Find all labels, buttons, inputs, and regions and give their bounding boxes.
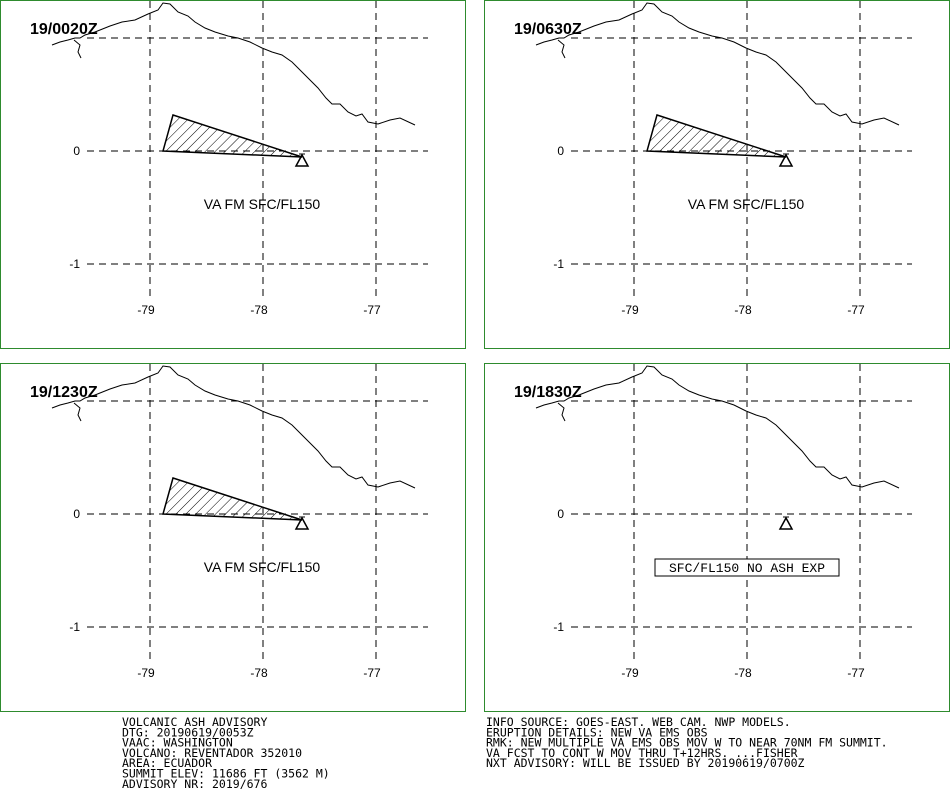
longitude-label: -79 <box>137 666 155 680</box>
longitude-label: -77 <box>847 303 865 317</box>
ash-area <box>162 477 303 521</box>
latitude-label: 0 <box>73 144 80 158</box>
advisory-line: ERUPTION DETAILS: NEW VA EMS OBS <box>486 725 708 739</box>
valid-time: 19/0630Z <box>514 21 582 38</box>
longitude-label: -77 <box>847 666 865 680</box>
valid-time: 19/1230Z <box>30 384 98 401</box>
longitude-label: -79 <box>621 303 639 317</box>
coastline <box>51 365 416 489</box>
advisory-line: RMK: NEW MULTIPLE VA EMS OBS MOV W TO NE… <box>486 736 888 750</box>
panel-border <box>0 0 466 349</box>
valid-time: 19/0020Z <box>30 21 98 38</box>
panel-border <box>0 363 466 712</box>
coastline <box>51 2 416 126</box>
coastline <box>535 365 900 489</box>
advisory-line: DTG: 20190619/0053Z <box>122 725 254 739</box>
ash-area <box>162 114 303 158</box>
longitude-label: -79 <box>137 303 155 317</box>
advisory-line: AREA: ECUADOR <box>122 756 212 770</box>
longitude-label: -77 <box>363 303 381 317</box>
volcano-symbol <box>294 516 310 530</box>
advisory-line: VOLCANO: REVENTADOR 352010 <box>122 746 302 760</box>
advisory-line: VOLCANIC ASH ADVISORY <box>122 715 267 729</box>
map-panel: 19/0020Z 0 -1 -79 -78 -77 VA FM SFC/FL150 <box>0 0 466 349</box>
map-panel: 19/1230Z 0 -1 -79 -78 -77 VA FM SFC/FL150 <box>0 363 466 712</box>
latitude-label: 0 <box>557 507 564 521</box>
coastline <box>73 39 82 59</box>
latitude-label: 0 <box>73 507 80 521</box>
longitude-label: -79 <box>621 666 639 680</box>
note-box <box>654 558 840 577</box>
volcano-symbol <box>778 516 794 530</box>
map-panel: 19/1830Z 0 -1 -79 -78 -77 SFC/FL150 NO ASH EXP <box>484 363 950 712</box>
volcano-symbol <box>778 153 794 167</box>
latitude-label: -1 <box>69 257 80 271</box>
ash-note: VA FM SFC/FL150 <box>204 196 321 212</box>
ash-area <box>646 114 787 158</box>
coastline <box>535 2 900 126</box>
coastline <box>557 39 566 59</box>
advisory-line: SUMMIT ELEV: 11686 FT (3562 M) <box>122 767 330 781</box>
advisory-line: VAAC: WASHINGTON <box>122 736 233 750</box>
advisory-line: VA FCST TO CONT W MOV THRU T+12HRS. ...F… <box>486 746 798 760</box>
valid-time: 19/1830Z <box>514 384 582 401</box>
longitude-label: -78 <box>734 666 752 680</box>
latitude-label: 0 <box>557 144 564 158</box>
ash-note: SFC/FL150 NO ASH EXP <box>669 561 825 576</box>
advisory-line: INFO SOURCE: GOES-EAST. WEB CAM. NWP MOD… <box>486 715 791 729</box>
coastline <box>557 402 566 422</box>
latitude-label: -1 <box>553 620 564 634</box>
coastline <box>73 402 82 422</box>
panel-border <box>484 363 950 712</box>
ash-note: VA FM SFC/FL150 <box>688 196 805 212</box>
map-panel: 19/0630Z 0 -1 -79 -78 -77 VA FM SFC/FL150 <box>484 0 950 349</box>
longitude-label: -77 <box>363 666 381 680</box>
latitude-label: -1 <box>553 257 564 271</box>
volcano-symbol <box>294 153 310 167</box>
advisory-line: NXT ADVISORY: WILL BE ISSUED BY 20190619… <box>486 756 805 770</box>
advisory-line: ADVISORY NR: 2019/676 <box>122 777 267 791</box>
longitude-label: -78 <box>250 666 268 680</box>
longitude-label: -78 <box>734 303 752 317</box>
latitude-label: -1 <box>69 620 80 634</box>
ash-note: VA FM SFC/FL150 <box>204 559 321 575</box>
longitude-label: -78 <box>250 303 268 317</box>
panel-border <box>484 0 950 349</box>
